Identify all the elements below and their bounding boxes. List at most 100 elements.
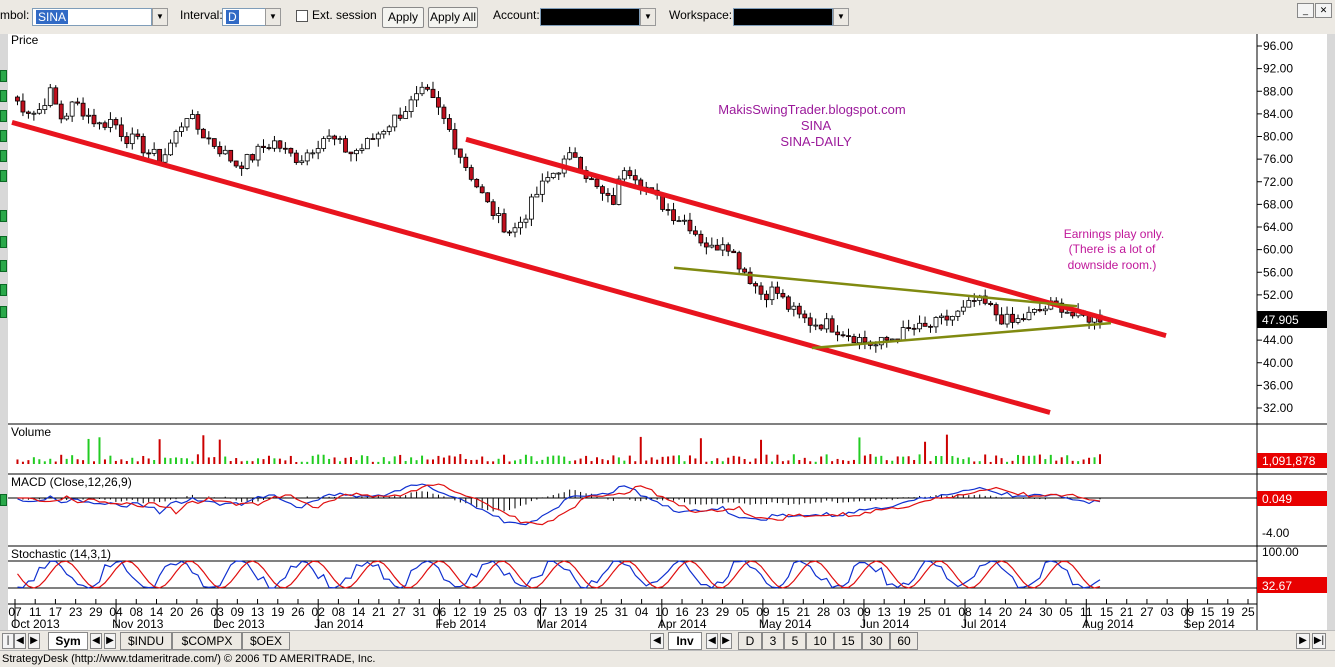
- tab-indu[interactable]: $INDU: [120, 632, 172, 650]
- apply-button[interactable]: Apply: [382, 7, 424, 28]
- candle-body: [556, 172, 562, 175]
- period-10[interactable]: 10: [806, 632, 834, 650]
- side-toggle-icon[interactable]: [0, 150, 7, 162]
- annotation-note: (There is a lot of: [1069, 242, 1156, 256]
- month-label: Jun 2014: [860, 617, 910, 630]
- minimize-icon[interactable]: _: [1297, 3, 1314, 18]
- month-label: Feb 2014: [435, 617, 486, 630]
- first-icon[interactable]: |◀: [2, 633, 14, 660]
- side-toggle-icon[interactable]: [0, 260, 7, 272]
- candle-body: [485, 192, 491, 203]
- candle-body: [709, 244, 715, 248]
- period-d[interactable]: D: [738, 632, 762, 650]
- candle-body: [1037, 309, 1043, 312]
- stoch-last-value: 32.67: [1262, 579, 1292, 593]
- side-toggle-icon[interactable]: [0, 306, 7, 318]
- side-toggle-icon[interactable]: [0, 170, 7, 182]
- next-icon[interactable]: ▶: [28, 633, 40, 649]
- prev-icon[interactable]: ◀: [14, 633, 26, 649]
- side-toggle-icon[interactable]: [0, 284, 7, 296]
- date-tick-label: 14: [150, 605, 164, 619]
- side-toggle-icon[interactable]: [0, 130, 7, 142]
- candle-body: [255, 145, 261, 161]
- inv-next-icon[interactable]: ▶: [720, 633, 732, 649]
- candle-body: [780, 292, 786, 298]
- candle-body: [1004, 313, 1010, 325]
- date-tick-label: 29: [716, 605, 730, 619]
- interval-select[interactable]: D: [222, 8, 266, 26]
- macd-last-value: 0.049: [1262, 492, 1292, 506]
- annotation-note: downside room.): [1068, 258, 1157, 272]
- month-label: Apr 2014: [658, 617, 707, 630]
- date-tick-label: 14: [979, 605, 993, 619]
- date-tick-label: 15: [776, 605, 790, 619]
- side-toggle-icon[interactable]: [0, 494, 7, 506]
- inv-prev-icon[interactable]: ◀: [706, 633, 718, 649]
- account-dropdown-icon[interactable]: ▼: [640, 8, 656, 26]
- triangle-upper-line: [673, 266, 1078, 308]
- macd-ytick: -4.00: [1262, 526, 1290, 540]
- candle-body: [348, 151, 354, 155]
- side-toggle-icon[interactable]: [0, 210, 7, 222]
- sym-prev-icon[interactable]: ◀: [90, 633, 102, 649]
- symbol-label: mbol:: [0, 8, 30, 22]
- candle-body: [698, 233, 704, 244]
- scroll-end-icon[interactable]: ▶|: [1312, 633, 1326, 649]
- date-tick-label: 05: [736, 605, 750, 619]
- candle-body: [534, 193, 540, 198]
- side-toggle-icon[interactable]: [0, 70, 7, 82]
- right-scrollbar[interactable]: [1327, 34, 1335, 630]
- account-select[interactable]: [540, 8, 640, 26]
- candle-body: [321, 138, 327, 149]
- candle-body: [200, 128, 206, 139]
- apply-all-button[interactable]: Apply All: [428, 7, 478, 28]
- candle-body: [1021, 318, 1026, 321]
- date-tick-label: 13: [877, 605, 891, 619]
- price-tick-label: 40.00: [1263, 356, 1293, 370]
- candle-body: [676, 220, 682, 222]
- date-tick-label: 05: [1059, 605, 1073, 619]
- candle-body: [266, 147, 272, 149]
- side-toggle-icon[interactable]: [0, 236, 7, 248]
- date-tick-label: 01: [938, 605, 952, 619]
- symbol-dropdown-icon[interactable]: ▼: [152, 8, 168, 26]
- candle-body: [381, 131, 387, 135]
- sym-button[interactable]: Sym: [48, 632, 88, 650]
- candle-body: [518, 221, 523, 229]
- candle-body: [523, 218, 529, 223]
- period-15[interactable]: 15: [834, 632, 862, 650]
- candle-body: [206, 137, 212, 140]
- tab-oex[interactable]: $OEX: [242, 632, 290, 650]
- period-60[interactable]: 60: [890, 632, 918, 650]
- candle-body: [430, 88, 436, 99]
- candle-body: [742, 268, 748, 273]
- candle-body: [720, 244, 726, 251]
- inv-button[interactable]: Inv: [668, 632, 702, 650]
- period-5[interactable]: 5: [784, 632, 806, 650]
- candle-body: [600, 186, 605, 194]
- sym-next-icon[interactable]: ▶: [104, 633, 116, 649]
- ext-session-checkbox[interactable]: [296, 10, 308, 22]
- period-3[interactable]: 3: [762, 632, 784, 650]
- symbol-input[interactable]: SINA: [32, 8, 152, 26]
- candle-body: [403, 111, 409, 119]
- period-30[interactable]: 30: [862, 632, 890, 650]
- candle-body: [58, 103, 64, 120]
- workspace-dropdown-icon[interactable]: ▼: [833, 8, 849, 26]
- side-toggle-icon[interactable]: [0, 90, 7, 102]
- stock-chart[interactable]: 96.00 92.00 88.00 84.00 80.00 76.00 72.00 68.00…: [0, 34, 1335, 630]
- date-tick-label: 27: [1140, 605, 1154, 619]
- scroll-left-icon[interactable]: ◀: [650, 633, 664, 649]
- candle-body: [1010, 313, 1015, 323]
- side-toggle-icon[interactable]: [0, 110, 7, 122]
- candle-body: [474, 178, 480, 188]
- interval-dropdown-icon[interactable]: ▼: [265, 8, 281, 26]
- date-tick-label: 25: [1241, 605, 1255, 619]
- tab-compx[interactable]: $COMPX: [172, 632, 242, 650]
- scroll-right-icon[interactable]: ▶: [1296, 633, 1310, 649]
- workspace-select[interactable]: [733, 8, 833, 26]
- close-icon[interactable]: ✕: [1315, 3, 1332, 18]
- candle-body: [146, 152, 152, 155]
- price-tick-label: 52.00: [1263, 288, 1293, 302]
- price-tick-label: 68.00: [1263, 197, 1293, 211]
